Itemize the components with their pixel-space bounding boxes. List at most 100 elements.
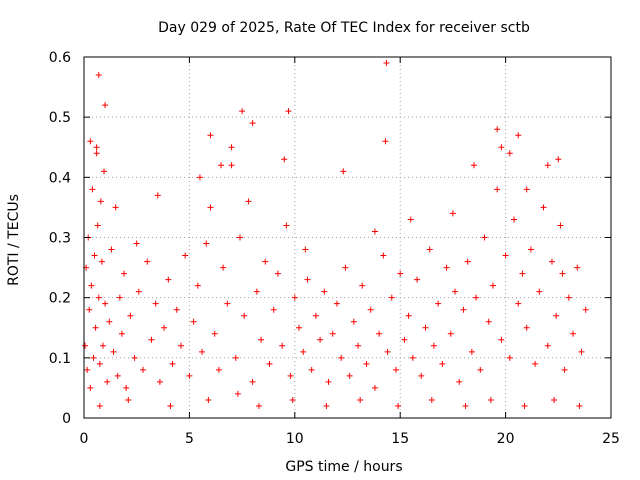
data-point (169, 360, 176, 367)
data-point (312, 312, 319, 319)
data-point (110, 348, 117, 355)
data-point (447, 330, 454, 337)
data-point (93, 144, 100, 151)
data-point (281, 156, 288, 163)
data-point (92, 324, 99, 331)
data-point (177, 342, 184, 349)
data-point (239, 108, 246, 115)
data-point (287, 372, 294, 379)
data-point (308, 366, 315, 373)
y-tick-label: 0 (62, 411, 71, 427)
data-point (118, 330, 125, 337)
data-point (565, 294, 572, 301)
data-point (167, 402, 174, 409)
data-point (511, 216, 518, 223)
y-tick-label: 0.2 (49, 291, 71, 307)
data-point (215, 366, 222, 373)
data-point (255, 402, 262, 409)
data-point (570, 330, 577, 337)
x-tick-label: 15 (391, 431, 409, 447)
data-point (87, 384, 94, 391)
data-point (125, 396, 132, 403)
data-point (304, 276, 311, 283)
data-point (329, 330, 336, 337)
data-point (494, 186, 501, 193)
data-point (241, 312, 248, 319)
data-point (527, 246, 534, 253)
data-point (383, 60, 390, 67)
data-point (182, 252, 189, 259)
data-point (84, 366, 91, 373)
data-point (464, 258, 471, 265)
data-point (494, 126, 501, 133)
data-point (228, 144, 235, 151)
chart-title: Day 029 of 2025, Rate Of TEC Index for r… (158, 20, 530, 36)
data-point (485, 318, 492, 325)
data-point (388, 294, 395, 301)
data-point (249, 378, 256, 385)
data-point (481, 234, 488, 241)
data-point (190, 318, 197, 325)
data-point (426, 246, 433, 253)
data-point (96, 360, 103, 367)
data-point (357, 396, 364, 403)
data-point (536, 288, 543, 295)
data-point (470, 162, 477, 169)
y-axis-label: ROTI / TECUs (6, 194, 22, 286)
data-point (498, 336, 505, 343)
data-point (321, 288, 328, 295)
data-point (380, 252, 387, 259)
data-point (325, 378, 332, 385)
data-point (90, 354, 97, 361)
data-point (131, 354, 138, 361)
data-point (409, 354, 416, 361)
y-tick-label: 0.6 (49, 50, 71, 66)
x-tick-label: 20 (497, 431, 515, 447)
data-point (207, 204, 214, 211)
data-point (443, 264, 450, 271)
data-point (578, 348, 585, 355)
x-tick-label: 5 (185, 431, 194, 447)
data-point (468, 348, 475, 355)
data-point (266, 360, 273, 367)
data-point (338, 354, 345, 361)
plot-frame (83, 56, 612, 419)
data-point (135, 288, 142, 295)
data-point (270, 306, 277, 313)
data-point (555, 156, 562, 163)
data-point (392, 366, 399, 373)
data-point (302, 246, 309, 253)
data-point (211, 330, 218, 337)
data-point (144, 258, 151, 265)
data-point (523, 324, 530, 331)
x-tick-label: 0 (80, 431, 89, 447)
data-point (576, 402, 583, 409)
data-point (371, 228, 378, 235)
data-point (456, 378, 463, 385)
x-tick-label: 25 (602, 431, 620, 447)
data-point (121, 270, 128, 277)
data-point (82, 342, 89, 349)
data-point (414, 276, 421, 283)
data-point (346, 372, 353, 379)
data-point (236, 234, 243, 241)
data-point (340, 168, 347, 175)
data-point (87, 138, 94, 145)
data-point (551, 396, 558, 403)
data-point (502, 252, 509, 259)
data-point (154, 192, 161, 199)
data-point (199, 348, 206, 355)
data-point (395, 402, 402, 409)
data-point (489, 282, 496, 289)
data-point (207, 132, 214, 139)
data-point (291, 294, 298, 301)
data-point (397, 270, 404, 277)
data-point (559, 270, 566, 277)
data-point (363, 360, 370, 367)
data-point (515, 132, 522, 139)
data-point (350, 318, 357, 325)
data-point (487, 396, 494, 403)
data-point (333, 300, 340, 307)
data-point (196, 174, 203, 181)
